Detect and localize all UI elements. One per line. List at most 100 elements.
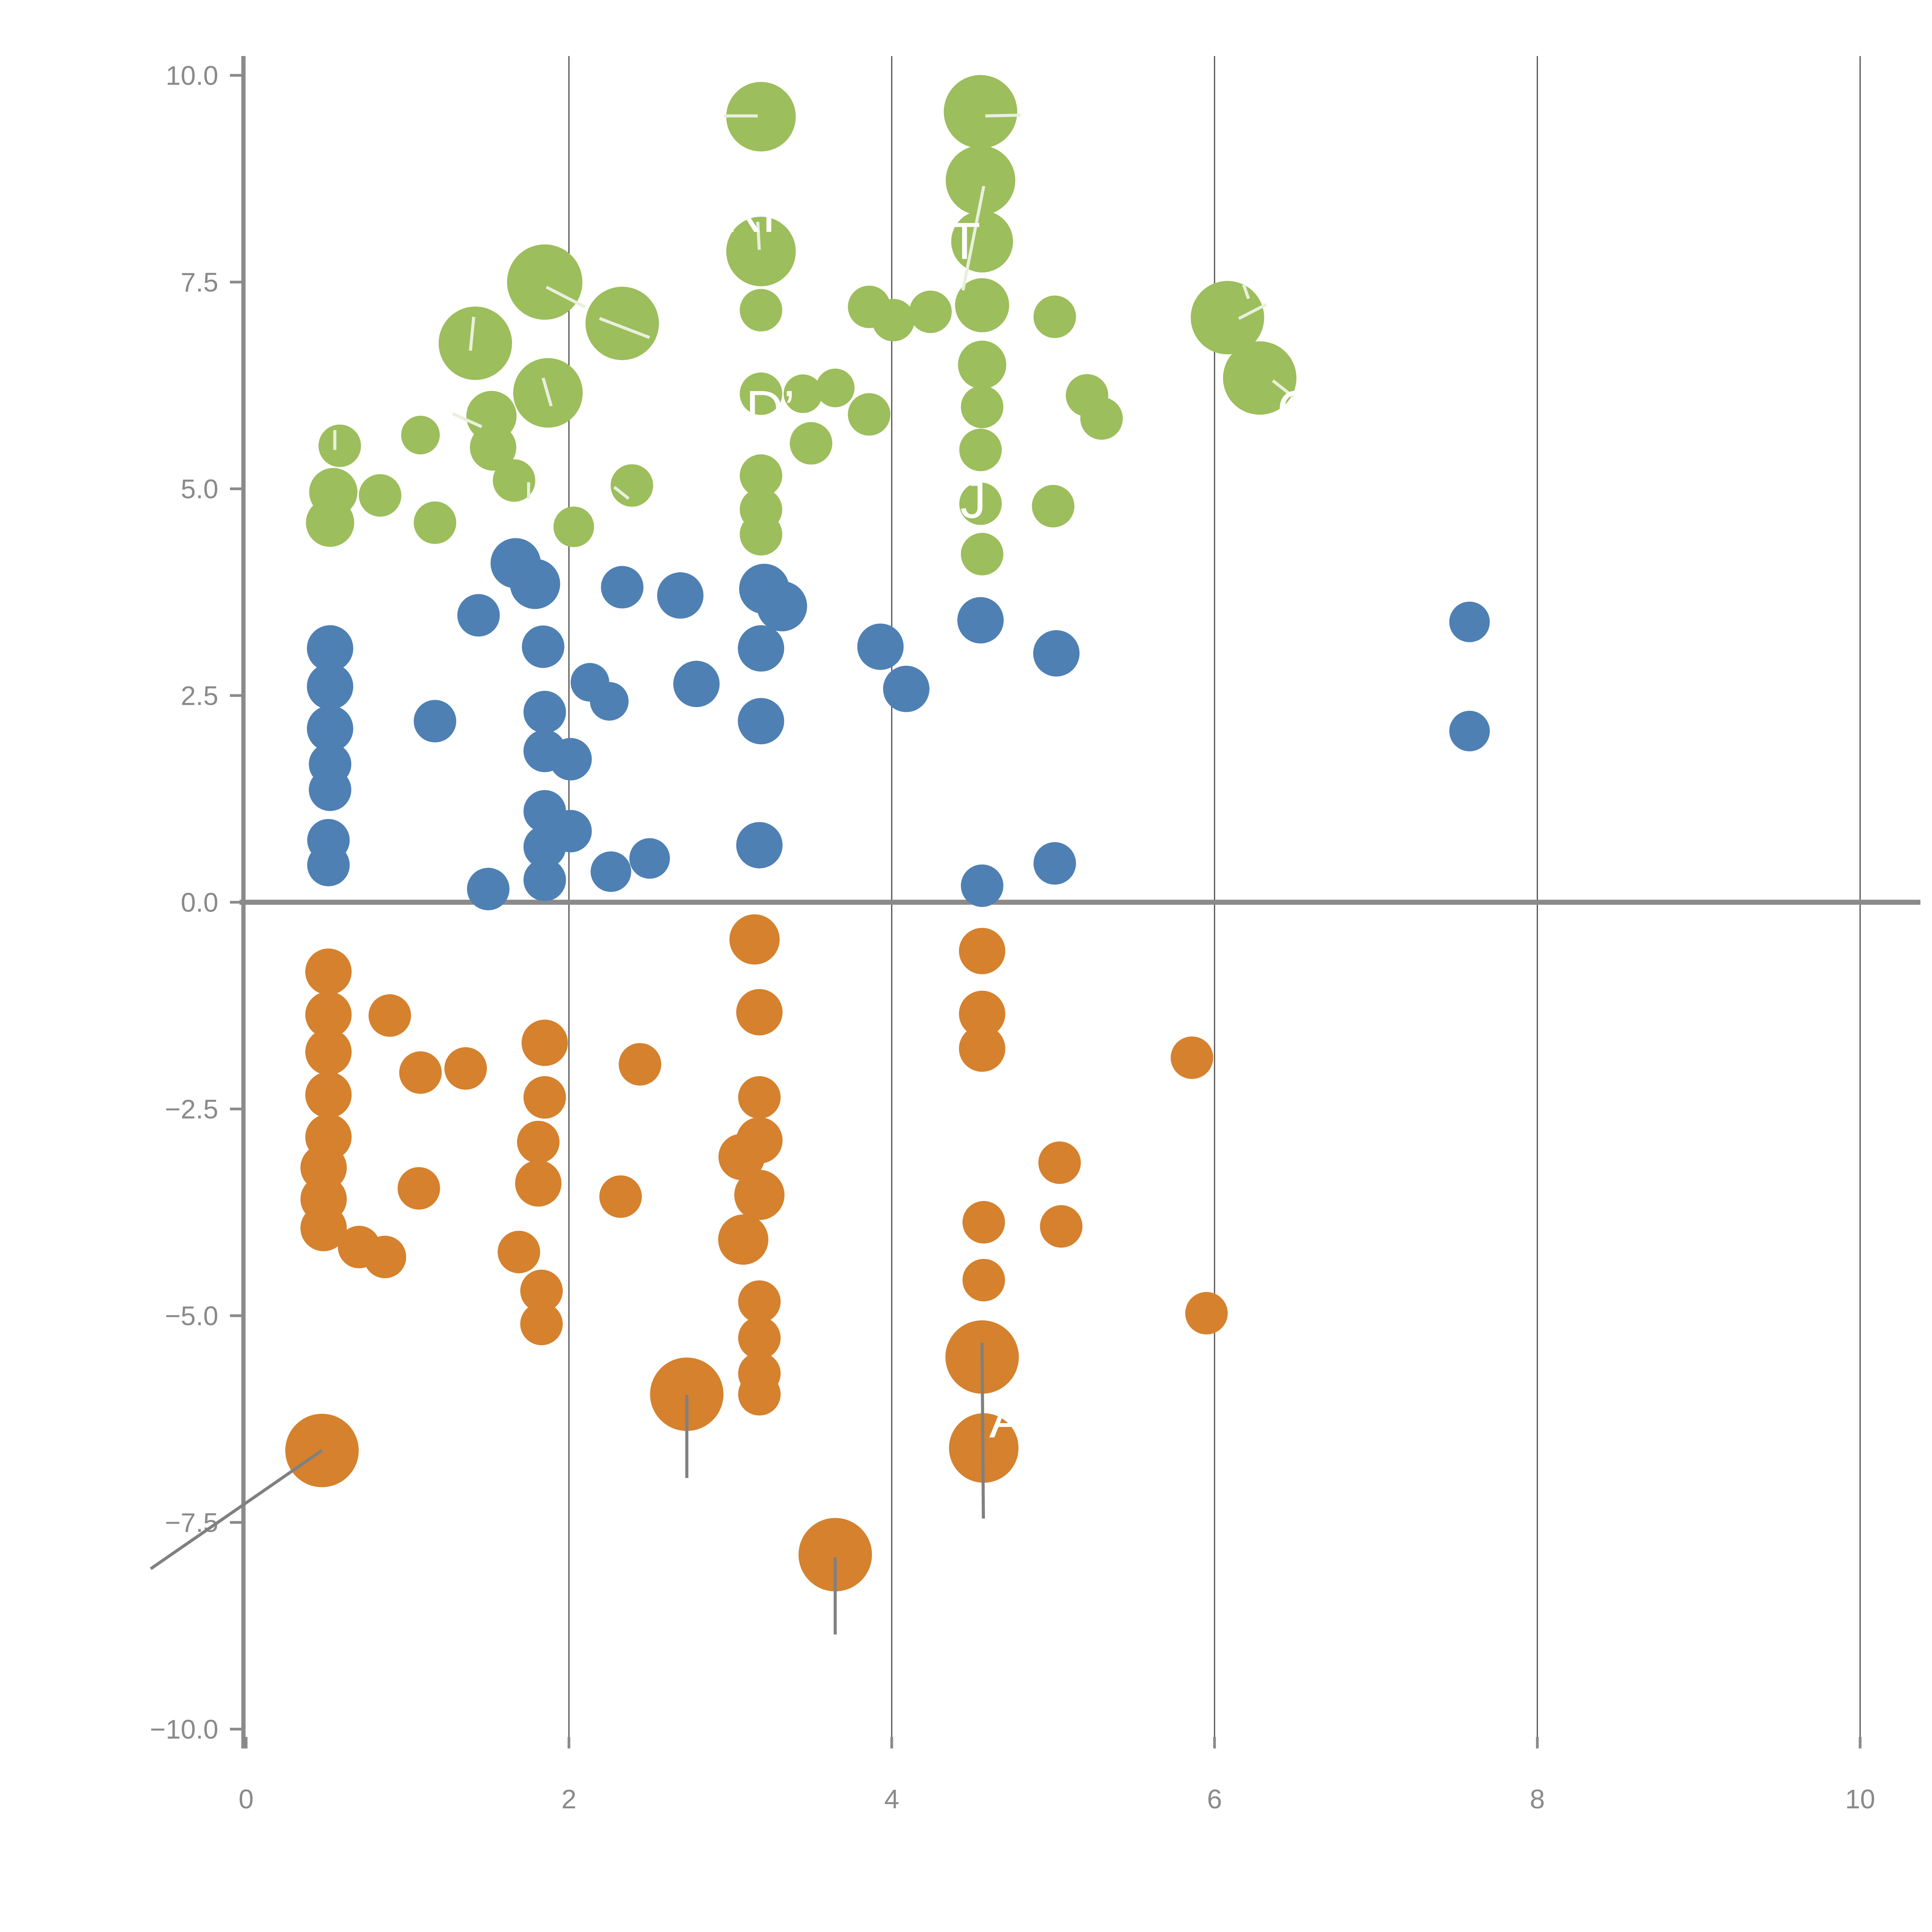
data-point[interactable] — [848, 393, 891, 436]
data-point[interactable] — [959, 482, 1002, 525]
data-point[interactable] — [585, 287, 659, 360]
data-point[interactable] — [738, 1373, 781, 1416]
data-point[interactable] — [305, 948, 352, 995]
data-point[interactable] — [734, 1170, 785, 1220]
data-point[interactable] — [961, 386, 1003, 429]
data-point[interactable] — [962, 1201, 1005, 1244]
data-point[interactable] — [553, 506, 594, 547]
data-point[interactable] — [959, 429, 1002, 471]
data-point[interactable] — [1033, 295, 1076, 338]
data-point[interactable] — [959, 1025, 1005, 1072]
data-point[interactable] — [1190, 281, 1264, 355]
data-point[interactable] — [307, 705, 354, 752]
data-point[interactable] — [872, 299, 915, 342]
data-point[interactable] — [517, 1121, 560, 1163]
data-point[interactable] — [718, 1134, 765, 1180]
data-point[interactable] — [944, 75, 1017, 149]
data-point[interactable] — [729, 914, 780, 965]
data-point[interactable] — [467, 867, 510, 910]
data-point[interactable] — [961, 864, 1003, 907]
data-point[interactable] — [657, 572, 704, 619]
data-point[interactable] — [738, 698, 784, 745]
data-point[interactable] — [629, 838, 670, 879]
data-point[interactable] — [318, 424, 361, 467]
data-point[interactable] — [364, 1236, 406, 1279]
data-point[interactable] — [470, 424, 517, 471]
data-point[interactable] — [439, 306, 512, 380]
data-point[interactable] — [368, 994, 411, 1037]
data-point[interactable] — [1038, 1141, 1081, 1184]
data-point[interactable] — [740, 454, 782, 497]
data-point[interactable] — [736, 989, 783, 1036]
data-point[interactable] — [740, 513, 782, 556]
data-point[interactable] — [1449, 711, 1490, 752]
data-point[interactable] — [305, 992, 352, 1038]
data-point[interactable] — [1170, 1036, 1213, 1079]
data-point[interactable] — [1040, 1205, 1083, 1248]
data-point[interactable] — [784, 374, 823, 413]
data-point[interactable] — [307, 625, 354, 672]
data-point[interactable] — [590, 682, 629, 721]
data-point[interactable] — [726, 216, 796, 286]
data-point[interactable] — [738, 1316, 781, 1359]
data-point[interactable] — [740, 289, 782, 332]
data-point[interactable] — [599, 1175, 642, 1218]
data-point[interactable] — [523, 1076, 566, 1119]
data-point[interactable] — [816, 368, 855, 407]
data-point[interactable] — [523, 690, 566, 733]
data-point[interactable] — [650, 1357, 724, 1431]
data-point[interactable] — [549, 738, 592, 781]
data-point[interactable] — [957, 597, 1004, 644]
data-point[interactable] — [309, 768, 352, 811]
data-point[interactable] — [507, 244, 583, 320]
data-point[interactable] — [951, 211, 1013, 273]
data-point[interactable] — [740, 372, 782, 415]
data-point[interactable] — [946, 145, 1015, 215]
data-point[interactable] — [1080, 397, 1123, 440]
data-point[interactable] — [493, 459, 536, 502]
data-point[interactable] — [958, 340, 1007, 389]
data-point[interactable] — [1223, 341, 1297, 415]
data-point[interactable] — [413, 700, 456, 743]
data-point[interactable] — [521, 1019, 568, 1066]
data-point[interactable] — [523, 859, 566, 901]
data-point[interactable] — [1033, 842, 1076, 885]
data-point[interactable] — [883, 665, 930, 712]
data-point[interactable] — [413, 501, 456, 544]
data-point[interactable] — [962, 1259, 1005, 1301]
data-point[interactable] — [522, 625, 565, 668]
data-point[interactable] — [399, 1051, 442, 1094]
data-point[interactable] — [959, 928, 1005, 975]
data-point[interactable] — [601, 566, 644, 609]
data-point[interactable] — [757, 581, 807, 631]
data-point[interactable] — [497, 1231, 540, 1274]
data-point[interactable] — [307, 844, 350, 886]
data-point[interactable] — [444, 1047, 487, 1090]
data-point[interactable] — [510, 559, 560, 609]
data-point[interactable] — [798, 1518, 872, 1592]
data-point[interactable] — [738, 625, 784, 672]
data-point[interactable] — [300, 1205, 347, 1252]
data-point[interactable] — [718, 1214, 769, 1265]
data-point[interactable] — [726, 82, 796, 151]
data-point[interactable] — [549, 810, 592, 852]
data-point[interactable] — [305, 1071, 352, 1118]
data-point[interactable] — [789, 422, 832, 465]
data-point[interactable] — [515, 1160, 562, 1207]
data-point[interactable] — [457, 594, 500, 637]
data-point[interactable] — [305, 1029, 352, 1075]
data-point[interactable] — [955, 278, 1009, 332]
data-point[interactable] — [961, 533, 1003, 576]
data-point[interactable] — [590, 851, 631, 892]
data-point[interactable] — [738, 1280, 781, 1323]
data-point[interactable] — [1032, 485, 1075, 527]
data-point[interactable] — [1185, 1292, 1228, 1335]
data-point[interactable] — [359, 474, 401, 517]
data-point[interactable] — [619, 1043, 662, 1086]
data-point[interactable] — [1449, 602, 1490, 643]
data-point[interactable] — [520, 1303, 563, 1345]
data-point[interactable] — [909, 291, 952, 333]
data-point[interactable] — [1033, 630, 1080, 677]
data-point[interactable] — [397, 1167, 440, 1210]
data-point[interactable] — [307, 663, 354, 710]
